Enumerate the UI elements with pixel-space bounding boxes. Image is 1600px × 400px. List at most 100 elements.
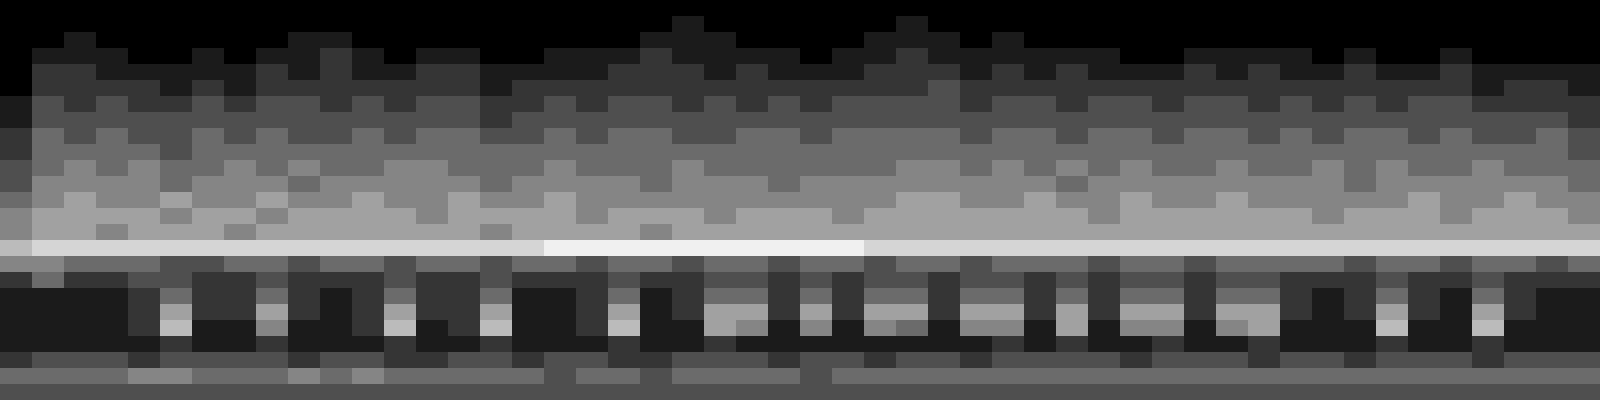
cell xyxy=(1280,80,1313,97)
cell xyxy=(1312,368,1345,385)
cell xyxy=(1152,352,1185,369)
cell xyxy=(832,112,865,129)
cell xyxy=(1440,352,1473,369)
cell xyxy=(608,16,641,33)
cell xyxy=(736,0,769,17)
cell xyxy=(64,64,97,81)
cell xyxy=(1024,320,1057,337)
cell xyxy=(416,320,449,337)
cell xyxy=(1088,112,1121,129)
cell xyxy=(352,320,385,337)
cell xyxy=(960,352,993,369)
cell xyxy=(288,288,321,305)
cell xyxy=(448,224,481,241)
cell xyxy=(544,208,577,225)
cell xyxy=(288,48,321,65)
cell xyxy=(1536,288,1569,305)
cell xyxy=(320,240,353,257)
cell xyxy=(704,224,737,241)
cell xyxy=(320,80,353,97)
cell xyxy=(640,80,673,97)
cell xyxy=(1376,80,1409,97)
cell xyxy=(1216,32,1249,49)
cell xyxy=(416,352,449,369)
cell xyxy=(224,272,257,289)
cell xyxy=(256,176,289,193)
cell xyxy=(416,128,449,145)
cell xyxy=(1504,0,1537,17)
cell xyxy=(448,112,481,129)
cell xyxy=(832,48,865,65)
cell xyxy=(1088,304,1121,321)
cell xyxy=(1184,288,1217,305)
cell xyxy=(1248,288,1281,305)
cell xyxy=(128,368,161,385)
cell xyxy=(384,208,417,225)
cell xyxy=(192,288,225,305)
cell xyxy=(416,208,449,225)
cell xyxy=(864,144,897,161)
cell xyxy=(992,304,1025,321)
cell xyxy=(1344,320,1377,337)
cell xyxy=(1408,192,1441,209)
cell xyxy=(800,224,833,241)
cell xyxy=(480,288,513,305)
cell xyxy=(1408,80,1441,97)
cell xyxy=(672,304,705,321)
cell xyxy=(480,368,513,385)
cell xyxy=(1440,368,1473,385)
cell xyxy=(1152,384,1185,400)
cell xyxy=(1504,224,1537,241)
cell xyxy=(1408,224,1441,241)
cell xyxy=(256,160,289,177)
cell xyxy=(608,336,641,353)
cell xyxy=(1280,208,1313,225)
cell xyxy=(544,16,577,33)
cell xyxy=(96,160,129,177)
cell xyxy=(192,240,225,257)
cell xyxy=(576,112,609,129)
cell xyxy=(480,384,513,400)
cell xyxy=(832,80,865,97)
cell xyxy=(1088,384,1121,400)
cell xyxy=(1536,128,1569,145)
cell xyxy=(1088,352,1121,369)
cell xyxy=(160,96,193,113)
cell xyxy=(96,272,129,289)
cell xyxy=(1568,288,1600,305)
cell xyxy=(96,336,129,353)
cell xyxy=(32,80,65,97)
cell xyxy=(1248,256,1281,273)
cell xyxy=(480,272,513,289)
cell xyxy=(576,240,609,257)
cell xyxy=(576,272,609,289)
cell xyxy=(704,240,737,257)
cell xyxy=(1088,256,1121,273)
cell xyxy=(704,304,737,321)
cell xyxy=(64,192,97,209)
cell xyxy=(960,256,993,273)
cell xyxy=(288,160,321,177)
cell xyxy=(1408,144,1441,161)
cell xyxy=(640,32,673,49)
cell xyxy=(960,384,993,400)
cell xyxy=(1408,160,1441,177)
cell xyxy=(800,48,833,65)
cell xyxy=(864,16,897,33)
cell xyxy=(704,144,737,161)
cell xyxy=(32,32,65,49)
cell xyxy=(1184,128,1217,145)
cell xyxy=(768,304,801,321)
cell xyxy=(608,0,641,17)
cell xyxy=(128,144,161,161)
cell xyxy=(928,224,961,241)
cell xyxy=(960,176,993,193)
cell xyxy=(1248,352,1281,369)
cell xyxy=(1184,96,1217,113)
cell xyxy=(640,128,673,145)
cell xyxy=(512,112,545,129)
cell xyxy=(480,192,513,209)
cell xyxy=(896,256,929,273)
cell xyxy=(448,176,481,193)
cell xyxy=(256,96,289,113)
